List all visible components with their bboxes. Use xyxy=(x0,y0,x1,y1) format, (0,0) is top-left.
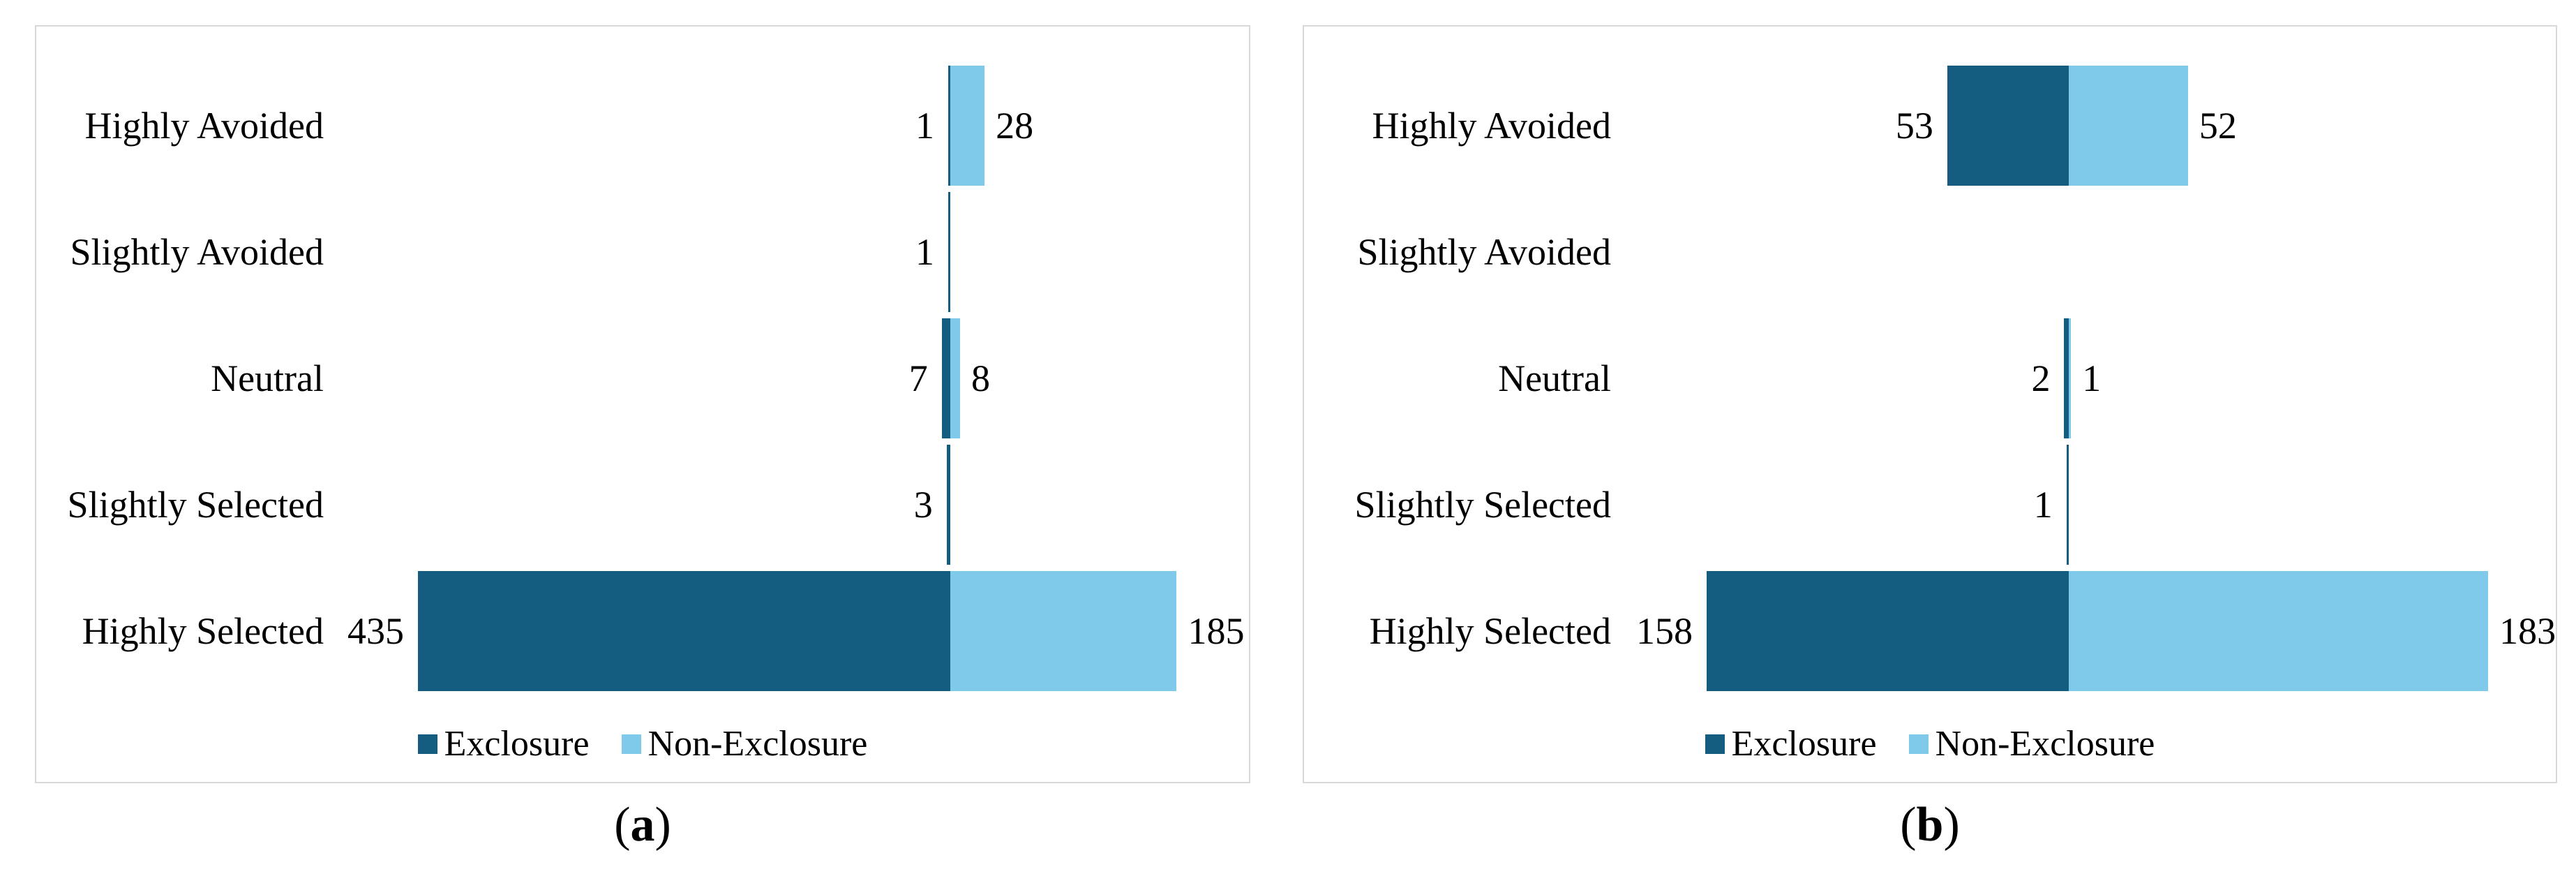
category-label-neutral: Neutral xyxy=(1498,357,1611,399)
value-label-exclosure-highly-avoided: 53 xyxy=(1895,105,1933,147)
value-label-non-exclosure-highly-selected: 185 xyxy=(1188,610,1245,652)
bar-non-exclosure-highly-selected xyxy=(950,571,1177,691)
value-label-exclosure-neutral: 2 xyxy=(2031,357,2051,399)
value-label-exclosure-highly-selected: 158 xyxy=(1635,610,1693,652)
caption-b-letter: b xyxy=(1916,798,1944,852)
bar-exclosure-highly-selected xyxy=(418,571,950,691)
bar-non-exclosure-neutral xyxy=(2069,318,2072,438)
legend-swatch-exclosure-icon xyxy=(1705,734,1725,754)
value-label-non-exclosure-highly-selected: 183 xyxy=(2499,610,2556,652)
value-label-non-exclosure-highly-avoided: 28 xyxy=(996,105,1034,147)
category-label-slightly-selected: Slightly Selected xyxy=(1354,484,1611,526)
caption-a-letter: a xyxy=(630,798,655,852)
legend-label-non-exclosure: Non-Exclosure xyxy=(1935,724,2155,764)
legend-item-non-exclosure: Non-Exclosure xyxy=(621,724,868,764)
category-label-highly-selected: Highly Selected xyxy=(82,610,324,652)
category-label-highly-selected: Highly Selected xyxy=(1369,610,1611,652)
chart-panel-a: Highly Avoided 1 28 Slightly Avoided 1 Neutra… xyxy=(35,25,1250,783)
category-label-neutral: Neutral xyxy=(211,357,324,399)
bar-exclosure-slightly-avoided xyxy=(948,192,950,312)
bar-non-exclosure-highly-avoided xyxy=(950,66,985,186)
bar-exclosure-highly-selected xyxy=(1706,571,2069,691)
caption-b: (b) xyxy=(1303,793,2557,857)
value-label-exclosure-highly-avoided: 1 xyxy=(915,105,934,147)
legend-label-exclosure: Exclosure xyxy=(1731,724,1877,764)
legend-item-non-exclosure: Non-Exclosure xyxy=(1908,724,2155,764)
category-label-highly-avoided: Highly Avoided xyxy=(1372,105,1611,147)
value-label-exclosure-neutral: 7 xyxy=(908,357,928,399)
value-label-non-exclosure-neutral: 8 xyxy=(971,357,991,399)
legend-item-exclosure: Exclosure xyxy=(417,724,590,764)
legend-swatch-non-exclosure-icon xyxy=(1908,734,1929,754)
legend-swatch-non-exclosure-icon xyxy=(621,734,641,754)
panel-column-a: Highly Avoided 1 28 Slightly Avoided 1 Neutra… xyxy=(35,25,1250,857)
caption-a-paren-close: ) xyxy=(654,798,671,852)
legend-swatch-exclosure-icon xyxy=(417,734,437,754)
value-label-exclosure-slightly-selected: 3 xyxy=(913,484,933,526)
legend: Exclosure Non-Exclosure xyxy=(1304,723,2556,765)
legend-item-exclosure: Exclosure xyxy=(1705,726,1877,762)
caption-b-paren-open: ( xyxy=(1900,798,1917,852)
value-label-exclosure-slightly-selected: 1 xyxy=(2033,484,2053,526)
category-label-slightly-avoided: Slightly Avoided xyxy=(1357,231,1611,273)
category-label-slightly-selected: Slightly Selected xyxy=(67,484,324,526)
panel-column-b: Highly Avoided 53 52 Slightly Avoided Neutra… xyxy=(1303,25,2557,857)
category-label-slightly-avoided: Slightly Avoided xyxy=(70,231,324,273)
bar-exclosure-neutral xyxy=(941,318,950,438)
bar-exclosure-slightly-selected xyxy=(946,445,950,565)
value-label-exclosure-slightly-avoided: 1 xyxy=(915,231,934,273)
value-label-non-exclosure-highly-avoided: 52 xyxy=(2199,105,2237,147)
plot-area: Highly Avoided 1 28 Slightly Avoided 1 Neutra… xyxy=(36,27,1249,782)
caption-a: (a) xyxy=(35,793,1250,857)
value-label-exclosure-highly-selected: 435 xyxy=(347,610,405,652)
legend-label-exclosure: Exclosure xyxy=(444,724,590,764)
legend: Exclosure Non-Exclosure xyxy=(36,723,1249,765)
bar-non-exclosure-highly-selected xyxy=(2069,571,2489,691)
bar-exclosure-highly-avoided xyxy=(1947,66,2069,186)
value-label-non-exclosure-neutral: 1 xyxy=(2082,357,2102,399)
bar-exclosure-highly-avoided xyxy=(948,66,950,186)
legend-label-non-exclosure: Non-Exclosure xyxy=(647,724,868,764)
caption-b-paren-close: ) xyxy=(1943,798,1960,852)
category-label-highly-avoided: Highly Avoided xyxy=(84,105,324,147)
bar-exclosure-slightly-selected xyxy=(2066,445,2069,565)
caption-a-paren-open: ( xyxy=(614,798,631,852)
bar-non-exclosure-highly-avoided xyxy=(2069,66,2188,186)
chart-panel-b: Highly Avoided 53 52 Slightly Avoided Neutra… xyxy=(1303,25,2557,783)
bar-non-exclosure-neutral xyxy=(950,318,961,438)
plot-area: Highly Avoided 53 52 Slightly Avoided Neutra… xyxy=(1304,27,2556,782)
bar-exclosure-neutral xyxy=(2064,318,2069,438)
